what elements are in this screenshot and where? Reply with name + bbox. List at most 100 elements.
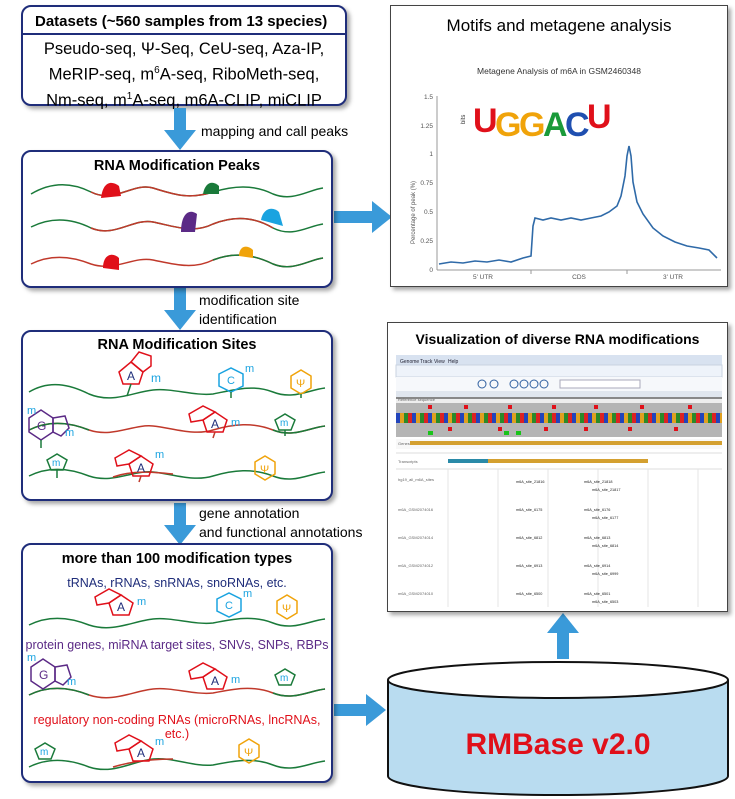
- svg-text:m6A_site_21818: m6A_site_21818: [584, 480, 613, 484]
- label-annotation-1: gene annotation: [199, 505, 300, 521]
- site-psi-2: [254, 455, 276, 481]
- svg-text:m6A_site_6177: m6A_site_6177: [592, 516, 618, 520]
- site-a-1-label: A: [127, 369, 135, 383]
- track-labels: Reference sequence Genes Transcripts hg1…: [398, 397, 436, 596]
- types-line-3: regulatory non-coding RNAs (microRNAs, l…: [33, 713, 321, 741]
- types-site-c-1: [216, 592, 242, 618]
- peaks-box: RNA Modification Peaks: [21, 150, 333, 288]
- label-site-id-1: modification site: [199, 292, 300, 308]
- svg-text:m: m: [27, 652, 36, 664]
- svg-text:m6A_site_6814: m6A_site_6814: [592, 544, 618, 548]
- svg-text:m: m: [243, 588, 252, 600]
- peaks-title: RNA Modification Peaks: [93, 158, 261, 174]
- site-psi-1: [290, 369, 312, 398]
- svg-text:0.25: 0.25: [420, 238, 433, 245]
- svg-text:m: m: [52, 458, 60, 469]
- svg-text:m6A_site_21817: m6A_site_21817: [592, 488, 621, 492]
- svg-text:5' UTR: 5' UTR: [473, 274, 493, 281]
- metagene-chart: 1.5 1.25 1 0.75 0.5 0.25 0 Percentage of…: [411, 94, 721, 281]
- svg-text:m: m: [65, 427, 74, 439]
- svg-text:Ψ: Ψ: [244, 747, 253, 759]
- svg-text:m6A_site_6813: m6A_site_6813: [584, 536, 610, 540]
- svg-text:A: A: [211, 674, 219, 688]
- sites-box: RNA Modification Peaks RNA Modification …: [21, 330, 333, 501]
- svg-text:m6A_GSM2074012: m6A_GSM2074012: [398, 563, 434, 568]
- motif-bits-label: bits: [461, 115, 467, 124]
- svg-text:m6A_site_6913: m6A_site_6913: [516, 564, 542, 568]
- types-title: more than 100 modification types: [61, 551, 293, 567]
- svg-text:m: m: [137, 596, 146, 608]
- browser-menu: Genome Track View Help: [400, 359, 459, 365]
- svg-text:m: m: [151, 371, 161, 385]
- x-ticks: 5' UTR CDS 3' UTR: [473, 274, 683, 281]
- browser-controls: [477, 379, 549, 389]
- datasets-box: Datasets (~560 samples from 13 species) …: [21, 5, 347, 109]
- svg-text:m6A_site_6176: m6A_site_6176: [584, 508, 610, 512]
- arrow-up-viz: [547, 613, 579, 659]
- y-axis-label: Percentage of peak (%): [411, 181, 417, 244]
- svg-text:m: m: [27, 405, 36, 417]
- svg-text:m6A_site_6812: m6A_site_6812: [516, 536, 542, 540]
- types-site-g-1: [30, 658, 72, 690]
- svg-text:Genome: Genome: [400, 359, 419, 365]
- svg-text:A: A: [137, 746, 145, 760]
- types-site-psi-2: [238, 738, 260, 764]
- peak-purple-1: [181, 211, 197, 232]
- reference-marks: [428, 405, 692, 431]
- reference-sequence-band: [396, 403, 722, 437]
- viz-panel-title: Visualization of diverse RNA modificatio…: [415, 331, 700, 347]
- peak-orange-1: [239, 246, 253, 258]
- svg-text:m6A_site_6999: m6A_site_6999: [592, 572, 618, 576]
- viz-panel: Visualization of diverse RNA modificatio…: [387, 322, 728, 612]
- svg-text:Transcripts: Transcripts: [398, 459, 418, 464]
- site-a-3: [114, 449, 154, 483]
- svg-text:m6A_site_6501: m6A_site_6501: [584, 592, 610, 596]
- svg-text:m6A_site_21816: m6A_site_21816: [516, 480, 545, 484]
- site-m-green-2: [46, 453, 68, 478]
- sites-title-text: RNA Modification Sites: [97, 337, 257, 353]
- svg-text:C: C: [225, 600, 233, 612]
- label-annotation-2: and functional annotations: [199, 524, 363, 540]
- arrow-down-1: [164, 108, 196, 150]
- database-cylinder: [387, 661, 729, 796]
- svg-text:Help: Help: [448, 359, 459, 365]
- peak-red-1: [101, 182, 121, 198]
- motif-panel-title: Motifs and metagene analysis: [446, 16, 672, 35]
- metagene-curve: [438, 145, 718, 265]
- site-c-1-label: C: [227, 375, 235, 387]
- svg-text:0.5: 0.5: [424, 209, 433, 216]
- motif-logo: U G G A C U: [473, 98, 612, 144]
- svg-text:m6A_site_6500: m6A_site_6500: [516, 592, 542, 596]
- svg-text:G: G: [39, 668, 48, 682]
- peak-green-1: [203, 182, 219, 194]
- svg-text:1: 1: [429, 151, 433, 158]
- svg-text:m: m: [245, 363, 254, 375]
- arrow-right-peaks: [334, 201, 392, 233]
- site-psi-2-label: Ψ: [260, 464, 269, 476]
- svg-text:1.5: 1.5: [424, 94, 433, 101]
- arrow-down-3: [164, 503, 196, 545]
- motif-panel: Motifs and metagene analysis Metagene An…: [390, 5, 728, 287]
- metagene-chart-title: Metagene Analysis of m6A in GSM2460348: [477, 66, 641, 76]
- svg-text:U: U: [473, 102, 498, 140]
- site-a-2: [188, 405, 228, 439]
- types-box: more than 100 modification types tRNAs, …: [21, 543, 333, 783]
- y-ticks: 1.5 1.25 1 0.75 0.5 0.25 0: [420, 94, 433, 274]
- methods-line-3: Nm-seq, m1A-seq, m6A-CLIP, miCLIP: [46, 90, 322, 110]
- svg-text:m6A_GSM2074016: m6A_GSM2074016: [398, 507, 434, 512]
- svg-text:m6A_site_6175: m6A_site_6175: [516, 508, 542, 512]
- svg-text:m: m: [231, 674, 240, 686]
- types-site-m-1: [274, 668, 296, 686]
- peaks-waves: [30, 182, 324, 270]
- label-site-id-2: identification: [199, 311, 277, 327]
- svg-text:Ψ: Ψ: [282, 603, 291, 615]
- genome-browser: Genome Track View Help: [395, 355, 723, 607]
- svg-text:0: 0: [429, 267, 433, 274]
- svg-text:m: m: [155, 736, 164, 748]
- types-site-m-2: [34, 742, 56, 760]
- svg-text:0.75: 0.75: [420, 180, 433, 187]
- site-a-1: [118, 351, 152, 397]
- database-label: RMBase v2.0: [465, 728, 651, 761]
- types-site-a-3: [114, 734, 154, 762]
